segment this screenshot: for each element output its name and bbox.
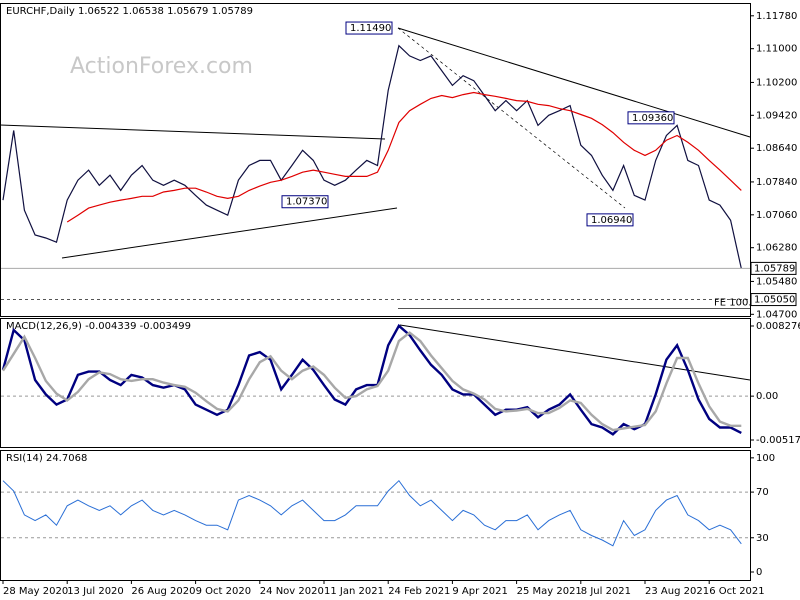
annotation-box <box>627 111 675 125</box>
y-tick-label: 1.10200 <box>756 77 797 88</box>
x-tick-label: 11 Jan 2021 <box>324 586 384 597</box>
y-tick-label: 30 <box>756 533 769 544</box>
macd-title: MACD(12,26,9) -0.004339 -0.003499 <box>6 321 191 332</box>
series-line <box>66 91 742 223</box>
annotation-label: 1.11490 <box>350 23 391 34</box>
x-tick-label: 24 Feb 2021 <box>388 586 450 597</box>
y-tick-label: -0.005174 <box>756 435 800 446</box>
y-tick-label: 0 <box>756 567 762 578</box>
trend-line <box>397 27 751 138</box>
x-tick-label: 24 Nov 2020 <box>260 586 324 597</box>
y-tick-label: 0.00 <box>756 391 778 402</box>
y-tick-label: 1.06280 <box>756 243 797 254</box>
x-tick-label: 9 Oct 2020 <box>196 586 251 597</box>
trend-line <box>61 207 398 259</box>
rsi-title: RSI(14) 24.7068 <box>6 453 87 464</box>
x-tick-label: 6 Oct 2021 <box>709 586 764 597</box>
annotation-box <box>281 195 329 209</box>
trend-line <box>397 27 626 209</box>
x-tick-label: 25 May 2021 <box>517 586 582 597</box>
series-line <box>2 479 742 547</box>
annotation-label: 1.07370 <box>286 197 327 208</box>
watermark: ActionForex.com <box>70 54 253 79</box>
x-tick-label: 13 Jul 2020 <box>67 586 124 597</box>
y-tick-label: 70 <box>756 487 769 498</box>
price-panel <box>0 3 751 317</box>
fe-price-label: 1.05050 <box>754 295 795 306</box>
x-tick-label: 8 Jul 2021 <box>581 586 631 597</box>
fe-text: FE 100.0 <box>714 298 758 309</box>
macd-panel <box>0 318 751 448</box>
x-tick-label: 26 Aug 2020 <box>131 586 195 597</box>
trend-line <box>0 124 386 140</box>
y-tick-label: 1.08640 <box>756 143 797 154</box>
last-price-label: 1.05789 <box>754 263 795 274</box>
series-line <box>1 331 742 432</box>
annotation-box <box>586 213 634 227</box>
price-box <box>750 293 797 307</box>
series-line <box>2 44 742 269</box>
y-tick-label: 1.04700 <box>756 309 797 320</box>
rsi-panel <box>0 450 751 581</box>
y-tick-label: 1.11000 <box>756 44 797 55</box>
y-tick-label: 1.07060 <box>756 210 797 221</box>
y-tick-label: 1.09420 <box>756 110 797 121</box>
x-tick-label: 28 May 2020 <box>3 586 68 597</box>
trend-line <box>399 324 751 381</box>
price-box <box>750 261 797 275</box>
x-tick-label: 9 Apr 2021 <box>452 586 507 597</box>
y-tick-label: 1.05480 <box>756 276 797 287</box>
annotation-label: 1.09360 <box>632 113 673 124</box>
y-tick-label: 0.008276 <box>756 321 800 332</box>
y-tick-label: 1.11780 <box>756 11 797 22</box>
annotation-box <box>345 21 393 35</box>
annotation-label: 1.06940 <box>591 215 632 226</box>
y-tick-label: 100 <box>756 453 775 464</box>
y-tick-label: 1.07840 <box>756 177 797 188</box>
price-title: EURCHF,Daily 1.06522 1.06538 1.05679 1.0… <box>6 6 253 17</box>
x-tick-label: 23 Aug 2021 <box>645 586 709 597</box>
